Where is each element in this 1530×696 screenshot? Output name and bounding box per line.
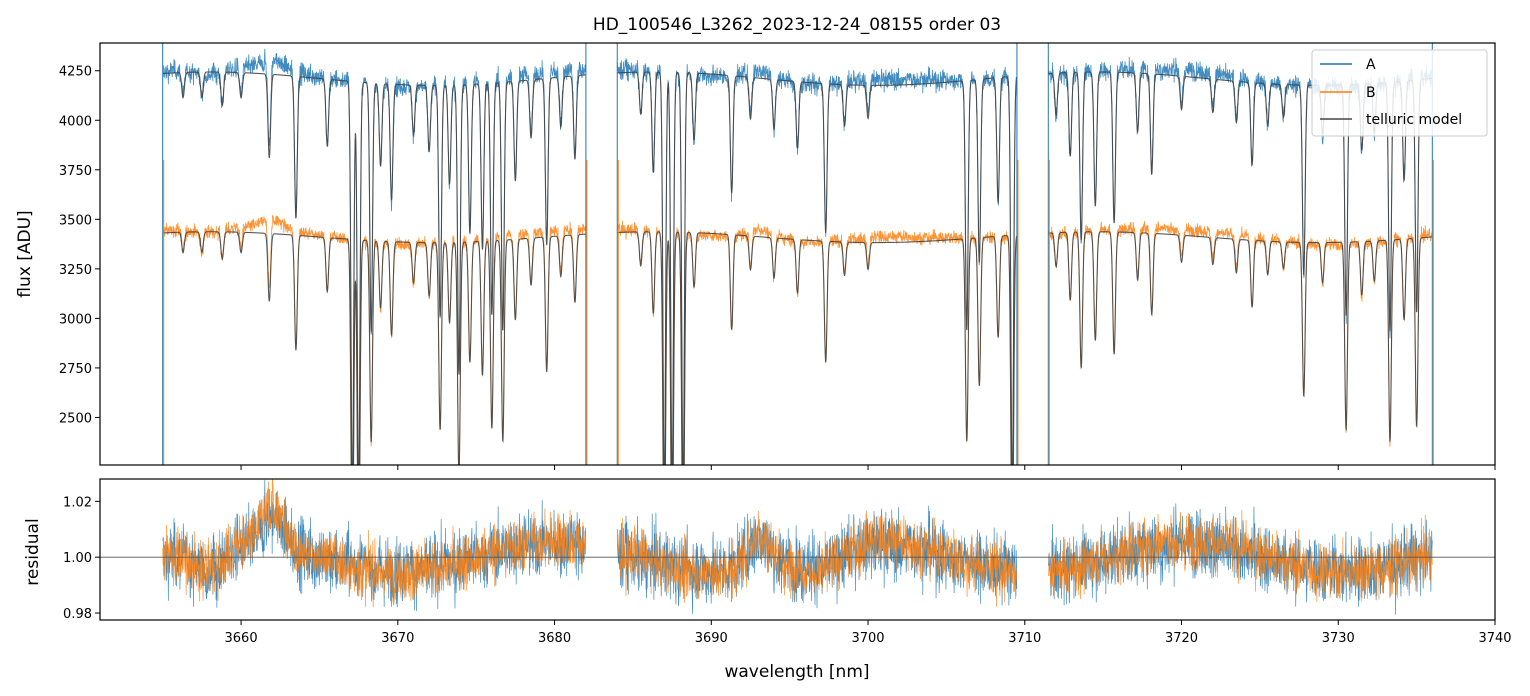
legend-box <box>1311 49 1488 137</box>
x-tick-label: 3670 <box>381 631 414 646</box>
telluric-model-line-b <box>617 231 1018 465</box>
residual-panel: 0.98 1.00 1.02 3660 3670 3680 3690 3700 3710 372… <box>23 478 1512 682</box>
flux-y-tick-label: 2500 <box>59 411 92 426</box>
x-axis-label: wavelength [nm] <box>724 662 869 682</box>
flux-y-tick-label: 4250 <box>59 65 92 80</box>
series-b-residual-line <box>616 510 1018 607</box>
flux-y-label: flux [ADU] <box>15 210 35 297</box>
series-b-flux-line <box>616 220 1018 465</box>
x-tick-label: 3740 <box>1478 631 1511 646</box>
telluric-model-line-a <box>617 71 1018 465</box>
flux-x-ticks <box>240 465 1496 470</box>
residual-y-tick-label: 1.02 <box>63 495 92 510</box>
flux-y-tick-label: 2750 <box>59 362 92 377</box>
series-b-residual-line <box>162 479 586 608</box>
legend: A B telluric model <box>1311 49 1488 137</box>
flux-y-tick-label: 3000 <box>59 312 92 327</box>
flux-y-tick-label: 3500 <box>59 213 92 228</box>
residual-y-label: residual <box>23 518 43 585</box>
flux-axes-frame <box>99 42 1496 466</box>
flux-y-ticks: 2500 2750 3000 3250 3500 3750 4000 4250 <box>59 65 100 426</box>
flux-y-tick-label: 3750 <box>59 164 92 179</box>
x-tick-label: 3730 <box>1322 631 1355 646</box>
residual-y-tick-label: 0.98 <box>63 607 92 622</box>
residual-y-ticks: 0.98 1.00 1.02 <box>63 495 100 622</box>
residual-plot-area <box>100 479 1495 615</box>
x-tick-label: 3720 <box>1165 631 1198 646</box>
legend-label-telluric: telluric model <box>1366 112 1462 128</box>
telluric-model-line-b <box>162 231 586 465</box>
x-tick-label: 3690 <box>695 631 728 646</box>
x-tick-label: 3680 <box>538 631 571 646</box>
flux-y-tick-label: 4000 <box>59 114 92 129</box>
x-tick-label: 3700 <box>851 631 884 646</box>
legend-label-b: B <box>1366 85 1376 101</box>
residual-axes-frame <box>99 478 1496 621</box>
flux-panel: 2500 2750 3000 3250 3500 3750 4000 4250 flux [A… <box>15 42 1496 470</box>
residual-y-tick-label: 1.00 <box>63 551 92 566</box>
series-b-residual-line <box>1047 510 1433 602</box>
residual-x-ticks: 3660 3670 3680 3690 3700 3710 3720 3730 3740 <box>225 620 1512 646</box>
telluric-model-line-b <box>1048 231 1433 442</box>
legend-label-a: A <box>1366 57 1376 73</box>
telluric-model-line-a <box>162 71 586 465</box>
x-tick-label: 3660 <box>225 631 258 646</box>
x-tick-label: 3710 <box>1008 631 1041 646</box>
chart-title: HD_100546_L3262_2023-12-24_08155 order 0… <box>593 15 1001 35</box>
flux-y-tick-label: 3250 <box>59 263 92 278</box>
